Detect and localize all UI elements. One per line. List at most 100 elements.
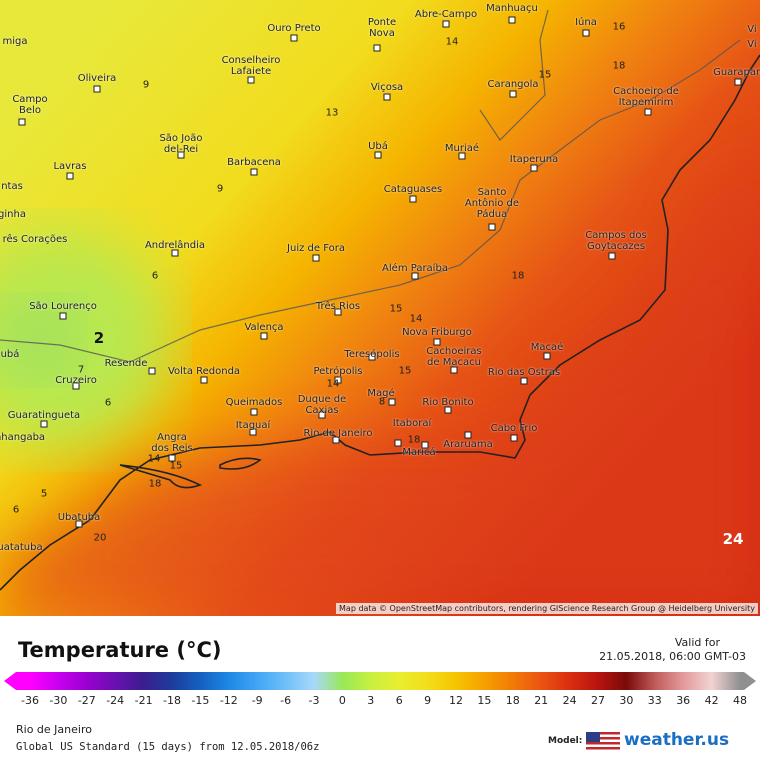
contour-label: 18 <box>148 478 162 490</box>
colorbar-tick-label: -12 <box>220 694 238 707</box>
city-label: São Lourenço <box>29 301 97 312</box>
city-label: Araruama <box>443 439 493 450</box>
city-label: Cachoeiras de Macacu <box>426 346 482 368</box>
city-marker <box>442 20 450 28</box>
contour-label: 8 <box>378 396 386 408</box>
colorbar-tick-label: 27 <box>591 694 605 707</box>
model-label: Model: <box>548 736 583 746</box>
city-marker <box>409 195 417 203</box>
city-marker <box>247 76 255 84</box>
city-label: ubá <box>0 349 20 360</box>
city-marker <box>18 118 26 126</box>
city-label: São João del-Rei <box>159 133 203 155</box>
city-marker <box>40 420 48 428</box>
city-marker <box>608 252 616 260</box>
colorbar-tick-label: 48 <box>733 694 747 707</box>
colorbar-tick-label: 21 <box>534 694 548 707</box>
city-label: Iúna <box>575 17 597 28</box>
city-label: Guarapari <box>713 67 760 78</box>
city-label: Rio das Ostras <box>487 367 561 378</box>
colorbar-tick-label: 9 <box>424 694 431 707</box>
city-marker <box>72 382 80 390</box>
city-marker <box>334 376 342 384</box>
city-label: Cachoeiro de Itapemirim <box>613 86 679 108</box>
city-label: Itaboraí <box>392 418 432 429</box>
contour-label: 15 <box>398 365 412 377</box>
brand: weather.us <box>624 730 730 750</box>
colorbar-tick-label: -21 <box>135 694 153 707</box>
city-label: Nova Friburgo <box>402 327 472 338</box>
city-marker <box>332 436 340 444</box>
city-marker <box>59 312 67 320</box>
city-marker <box>312 254 320 262</box>
contour-label: 15 <box>169 460 183 472</box>
model-run: Global US Standard (15 days) from 12.05.… <box>16 741 320 753</box>
city-marker <box>394 439 402 447</box>
city-label: Oliveira <box>77 73 117 84</box>
city-label: Rio Bonito <box>422 397 474 408</box>
contour-label: 9 <box>216 183 224 195</box>
city-label: Macaé <box>530 342 564 353</box>
colorbar-ramp <box>16 672 744 690</box>
city-label: Duque de Caxias <box>297 394 347 416</box>
contour-label: 18 <box>407 434 421 446</box>
city-label: Três Rios <box>315 301 361 312</box>
city-marker <box>171 249 179 257</box>
contour-label: 5 <box>40 488 48 500</box>
contour-label: 6 <box>12 504 20 516</box>
city-label: Barbacena <box>227 157 281 168</box>
legend-title: Temperature (°C) <box>18 638 222 662</box>
city-marker <box>168 454 176 462</box>
city-label: Guaratingueta <box>7 410 81 421</box>
city-marker <box>93 85 101 93</box>
attribution: Map data © OpenStreetMap contributors, r… <box>336 603 758 614</box>
valid-time: 21.05.2018, 06:00 GMT-03 <box>599 650 746 663</box>
city-label: Cabo Frio <box>490 423 538 434</box>
contour-label: 20 <box>93 532 107 544</box>
colorbar: -36 -30 -27 -24 -21 -18 -15 -12 -9 -6 -3 0 3 6 9 12 15 18… <box>4 672 756 707</box>
city-label: Santo Antônio de Pádua <box>464 187 520 220</box>
contour-label: 14 <box>445 36 459 48</box>
city-marker <box>644 108 652 116</box>
city-label: Valença <box>244 322 284 333</box>
city-marker <box>433 338 441 346</box>
city-label: rês Corações <box>2 234 68 245</box>
city-label: Cruzeiro <box>55 375 97 386</box>
map <box>0 0 760 616</box>
contour-label: 14 <box>409 313 423 325</box>
city-marker <box>543 352 551 360</box>
colorbar-tick-label: -27 <box>78 694 96 707</box>
colorbar-arrow <box>744 672 756 690</box>
city-label: Ubá <box>368 141 388 152</box>
colorbar-tick-label: -24 <box>106 694 124 707</box>
city-label: Abre-Campo <box>414 9 478 20</box>
contour-label: 9 <box>142 79 150 91</box>
contour-label: 14 <box>326 378 340 390</box>
colorbar-tick-label: -36 <box>21 694 39 707</box>
contour-label: 14 <box>147 453 161 465</box>
city-label: Queimados <box>225 397 283 408</box>
colorbar-tick-label: -15 <box>191 694 209 707</box>
colorbar-tick-label: 0 <box>339 694 346 707</box>
city-marker <box>464 431 472 439</box>
valid-label: Valid for <box>674 636 720 649</box>
region: Rio de Janeiro <box>16 723 92 736</box>
city-label: Rio de Janeiro <box>303 428 373 439</box>
city-label: Maricá <box>402 447 436 458</box>
city-label: Angra dos Reis <box>151 432 193 454</box>
city-label: Magé <box>367 388 395 399</box>
colorbar-tick-label: 42 <box>705 694 719 707</box>
city-label: Carangola <box>487 79 539 90</box>
city-marker <box>334 308 342 316</box>
colorbar-tick-label: -9 <box>252 694 263 707</box>
colorbar-tick-label: -30 <box>49 694 67 707</box>
contour-label: 6 <box>151 270 159 282</box>
city-label: Campo Belo <box>12 94 48 116</box>
city-marker <box>530 164 538 172</box>
city-label: Ouro Preto <box>267 23 321 34</box>
city-label: Petrópolis <box>313 366 363 377</box>
city-marker <box>734 78 742 86</box>
city-marker <box>458 152 466 160</box>
city-marker <box>250 168 258 176</box>
